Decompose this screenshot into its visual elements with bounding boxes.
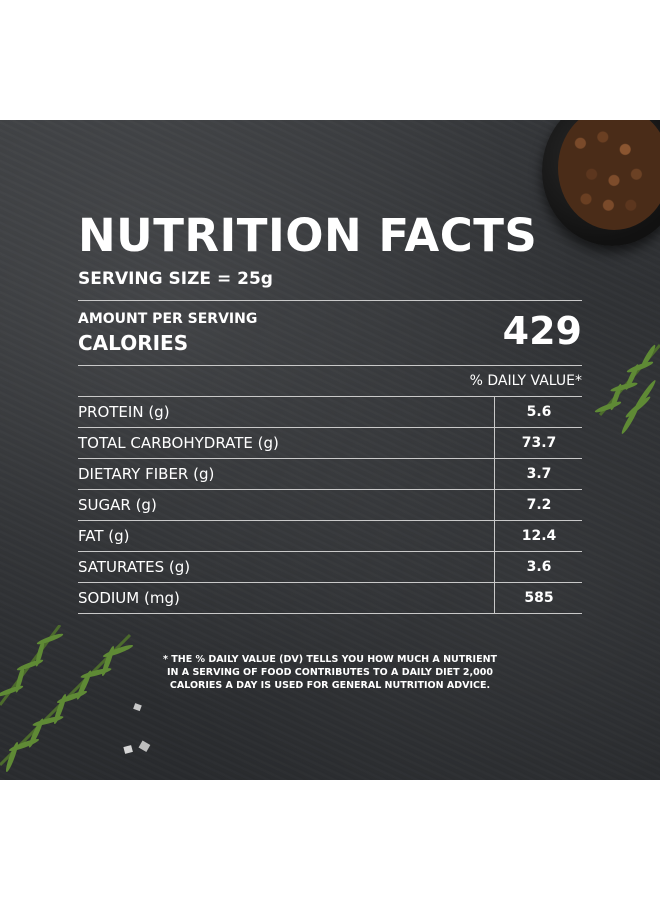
nutrition-panel: NUTRITION FACTS SERVING SIZE = 25g AMOUN… <box>78 206 582 614</box>
table-row: PROTEIN (g) 5.6 <box>78 397 582 428</box>
slate-background: NUTRITION FACTS SERVING SIZE = 25g AMOUN… <box>0 120 660 780</box>
footnote-line: * THE % DAILY VALUE (DV) TELLS YOU HOW M… <box>162 654 498 665</box>
nutrient-name: FAT (g) <box>78 527 130 545</box>
calories-value: 429 <box>502 309 582 353</box>
footnote-line: CALORIES A DAY IS USED FOR GENERAL NUTRI… <box>169 680 491 691</box>
divider <box>78 365 582 366</box>
nutrient-value: 3.6 <box>526 559 552 575</box>
nutrient-name: TOTAL CARBOHYDRATE (g) <box>78 434 279 452</box>
calories-label: CALORIES <box>78 331 189 355</box>
nutrient-value: 585 <box>524 590 554 606</box>
peppercorns <box>558 120 660 230</box>
nutrient-value: 5.6 <box>526 404 552 420</box>
nutrient-value: 7.2 <box>526 497 552 513</box>
table-row: SODIUM (mg) 585 <box>78 583 582 614</box>
table-row: TOTAL CARBOHYDRATE (g) 73.7 <box>78 428 582 459</box>
table-row: DIETARY FIBER (g) 3.7 <box>78 459 582 490</box>
nutrient-name: DIETARY FIBER (g) <box>78 465 215 483</box>
daily-value-footnote: * THE % DAILY VALUE (DV) TELLS YOU HOW M… <box>150 653 510 692</box>
daily-value-header: % DAILY VALUE* <box>469 373 582 389</box>
nutrient-name: SODIUM (mg) <box>78 589 180 607</box>
serving-size: SERVING SIZE = 25g <box>78 269 273 289</box>
divider <box>78 300 582 301</box>
footnote-line: IN A SERVING OF FOOD CONTRIBUTES TO A DA… <box>167 667 493 678</box>
rosemary-sprig-left <box>0 625 134 773</box>
column-divider <box>494 397 495 614</box>
nutrient-name: SUGAR (g) <box>78 496 157 514</box>
table-row: FAT (g) 12.4 <box>78 521 582 552</box>
nutrient-value: 12.4 <box>521 528 557 544</box>
nutrient-value: 73.7 <box>521 435 557 451</box>
nutrient-table: PROTEIN (g) 5.6 TOTAL CARBOHYDRATE (g) 7… <box>78 396 582 614</box>
nutrient-name: SATURATES (g) <box>78 558 191 576</box>
calories-block: AMOUNT PER SERVING CALORIES 429 <box>78 301 582 365</box>
rosemary-sprig-right <box>594 344 660 434</box>
table-row: SATURATES (g) 3.6 <box>78 552 582 583</box>
table-row: SUGAR (g) 7.2 <box>78 490 582 521</box>
panel-title: NUTRITION FACTS <box>78 209 538 262</box>
nutrient-name: PROTEIN (g) <box>78 403 170 421</box>
nutrient-value: 3.7 <box>526 466 552 482</box>
amount-per-serving-label: AMOUNT PER SERVING <box>78 311 258 327</box>
salt-crystals <box>123 703 151 754</box>
